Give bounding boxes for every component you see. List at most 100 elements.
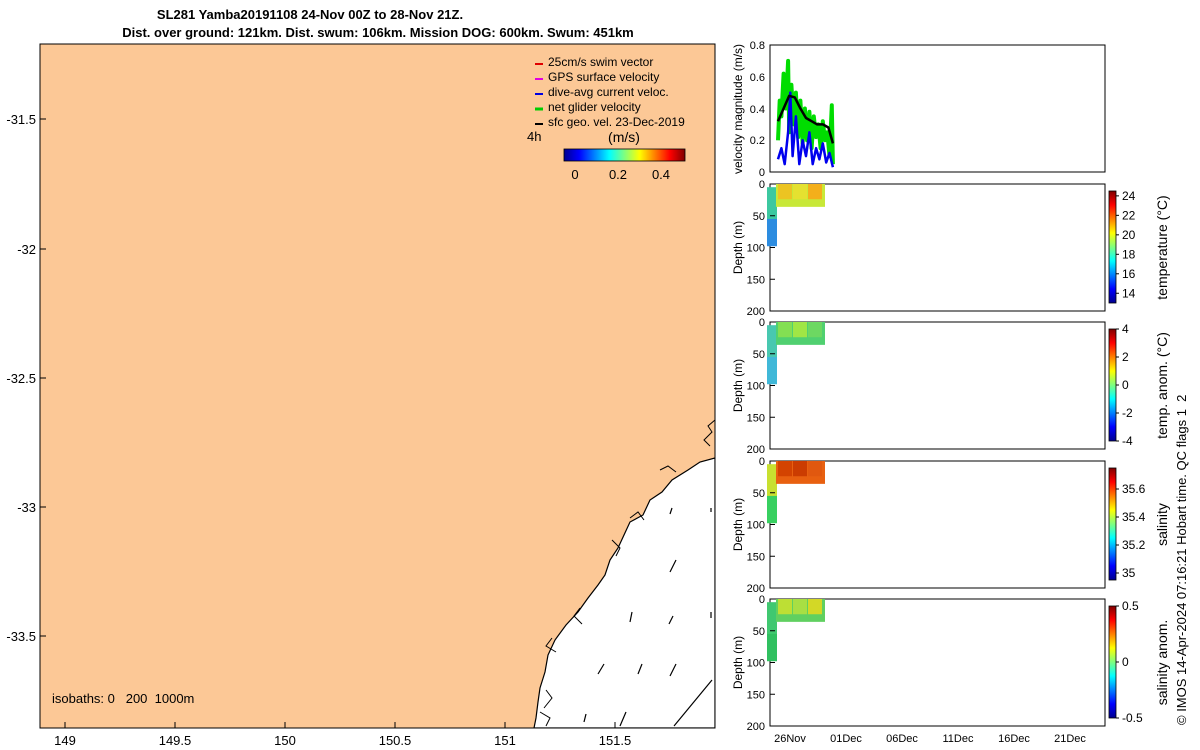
- colorbar-tick: 35.6: [1122, 482, 1146, 496]
- depth-ytick: 100: [747, 520, 765, 532]
- map-time-label: 4h: [527, 129, 541, 144]
- map-x-tick: 149: [54, 733, 76, 748]
- map-x-tick: 151.5: [599, 733, 632, 748]
- data-patch: [767, 356, 777, 385]
- data-patch: [767, 325, 777, 361]
- velocity-ytick: 0.6: [750, 72, 765, 84]
- data-patch: [778, 599, 792, 615]
- current-arrows: [583, 507, 713, 727]
- colorbar-tick: 0: [1122, 655, 1129, 669]
- colorbar-tick: 35.4: [1122, 510, 1146, 524]
- colorbar-tick: 35: [1122, 566, 1136, 580]
- time-x-tick: 06Dec: [886, 733, 918, 745]
- colorbar-tick: 35.2: [1122, 538, 1146, 552]
- data-patch: [778, 322, 792, 338]
- depth-ytick: 100: [747, 381, 765, 393]
- colorbar-tick: 24: [1122, 189, 1136, 203]
- map-colorbar: [563, 148, 686, 162]
- colorbar-tick: 4: [1122, 322, 1129, 336]
- data-patch: [767, 633, 777, 662]
- map-x-tick: 149.5: [159, 733, 192, 748]
- data-patch: [793, 461, 807, 477]
- map-frame: [39, 43, 716, 729]
- velocity-series-line: [776, 58, 835, 165]
- data-patch: [793, 599, 807, 615]
- depth-ytick: 200: [747, 583, 765, 595]
- data-patch: [808, 184, 822, 200]
- colorbar-label: salinity anom.: [1154, 620, 1170, 706]
- depth-ytick: 150: [747, 412, 765, 424]
- legend-label-gps: GPS surface velocity: [548, 70, 659, 84]
- time-x-tick: 11Dec: [943, 733, 974, 745]
- time-x-tick: 26Nov: [774, 733, 806, 745]
- depth-panel: 0 50 100 150 200 Depth (m) 0.5 0 -0.5 salinity an…: [731, 594, 1170, 733]
- depth-ytick: 0: [759, 456, 765, 468]
- time-x-tick: 16Dec: [998, 733, 1030, 745]
- data-patch: [767, 187, 777, 223]
- colorbar-tick: -2: [1122, 406, 1133, 420]
- data-patch: [778, 461, 792, 477]
- map-y-tick: -33: [17, 500, 36, 515]
- map-y-tick: -32: [17, 242, 36, 257]
- data-patch: [808, 599, 822, 615]
- map-x-ticklabels: 149 149.5 150 150.5 151 151.5: [54, 733, 631, 748]
- colorbar-tick: 14: [1122, 286, 1136, 300]
- depth-ytick: 200: [747, 306, 765, 318]
- velocity-ytick: 0.4: [750, 104, 765, 116]
- title-line1: SL281 Yamba20191108 24-Nov 00Z to 28-Nov…: [157, 7, 463, 22]
- colorbar-tick: 22: [1122, 208, 1136, 222]
- depth-colorbar: [1108, 328, 1117, 442]
- time-x-tick: 01Dec: [830, 733, 862, 745]
- depth-panel: 0 50 100 150 200 Depth (m) 4 2 0 -2 -4 temp. anom. …: [731, 317, 1170, 456]
- depth-ylabel: Depth (m): [731, 359, 745, 412]
- legend-label-net: net glider velocity: [548, 100, 641, 114]
- depth-ytick: 150: [747, 274, 765, 286]
- legend-label-dive: dive-avg current veloc.: [548, 85, 669, 99]
- depth-ytick: 150: [747, 689, 765, 701]
- map-colorbar-ticks: 0 0.2 0.4: [571, 167, 670, 182]
- velocity-ylabel: velocity magnitude (m/s): [731, 44, 745, 174]
- depth-ytick: 0: [759, 317, 765, 329]
- map-y-tick: -33.5: [6, 629, 36, 644]
- colorbar-label: temp. anom. (°C): [1154, 332, 1170, 439]
- colorbar-tick: 0.5: [1122, 599, 1139, 613]
- depth-panel: 0 50 100 150 200 Depth (m) 24 22 20 18 16 14 tempera…: [731, 179, 1170, 318]
- map-x-tick: 150: [274, 733, 296, 748]
- depth-ytick: 50: [753, 626, 765, 638]
- depth-ylabel: Depth (m): [731, 498, 745, 551]
- map-panel: [40, 44, 715, 728]
- legend-label-geo: sfc geo. vel. 23-Dec-2019: [548, 115, 685, 129]
- velocity-axes: [769, 44, 1106, 173]
- data-patch: [767, 495, 777, 524]
- depth-colorbar: [1108, 605, 1117, 719]
- depth-colorbar: [1108, 190, 1117, 304]
- velocity-ytick: 0.2: [750, 135, 765, 147]
- title-line2: Dist. over ground: 121km. Dist. swum: 10…: [122, 25, 634, 40]
- velocity-ytick: 0: [759, 167, 765, 179]
- data-patch: [767, 218, 777, 247]
- depth-ytick: 50: [753, 211, 765, 223]
- colorbar-tick: 18: [1122, 247, 1136, 261]
- map-y-tick: -31.5: [6, 112, 36, 127]
- velocity-ytick: 0.8: [750, 40, 765, 52]
- depth-ylabel: Depth (m): [731, 221, 745, 274]
- depth-ytick: 150: [747, 551, 765, 563]
- depth-ytick: 200: [747, 721, 765, 733]
- colorbar-label: temperature (°C): [1154, 195, 1170, 299]
- map-y-tick: -32.5: [6, 371, 36, 386]
- depth-axes: [769, 460, 1106, 589]
- map-legend: 25cm/s swim vector GPS surface velocity …: [535, 55, 685, 129]
- map-x-tick: 151: [494, 733, 516, 748]
- velocity-series: [776, 58, 835, 168]
- depth-ytick: 50: [753, 349, 765, 361]
- depth-ytick: 0: [759, 594, 765, 606]
- map-x-tick: 150.5: [379, 733, 412, 748]
- map-colorbar-tick: 0.2: [609, 167, 627, 182]
- coast-islands: [539, 419, 715, 727]
- colorbar-tick: -0.5: [1122, 711, 1143, 725]
- velocity-series-line: [776, 94, 835, 144]
- depth-ylabel: Depth (m): [731, 636, 745, 689]
- map-axis-ticks: [40, 118, 616, 728]
- map-y-ticklabels: -31.5 -32 -32.5 -33 -33.5: [6, 112, 36, 644]
